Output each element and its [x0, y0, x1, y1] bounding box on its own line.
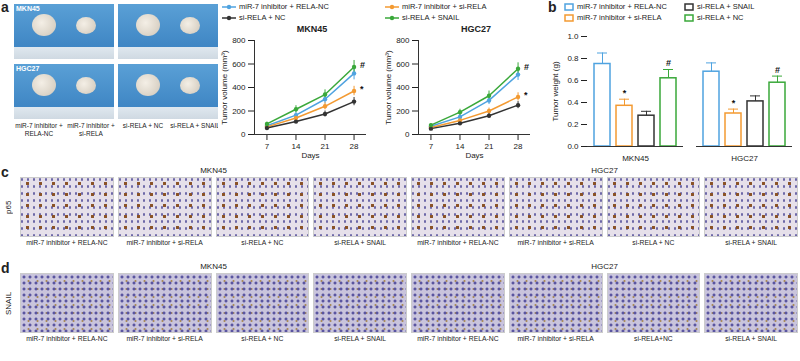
- svg-text:Days: Days: [301, 151, 319, 160]
- svg-text:800: 800: [232, 36, 246, 45]
- svg-text:#: #: [666, 58, 671, 68]
- html-text:MKN45: MKN45: [200, 262, 227, 271]
- svg-text:0.6: 0.6: [567, 76, 579, 85]
- html-text:miR-7 inhibitor + RELA-NC: miR-7 inhibitor + RELA-NC: [417, 335, 499, 342]
- html-text:HGC27: HGC27: [16, 65, 40, 72]
- svg-text:21: 21: [485, 142, 494, 151]
- html-text:si-RELA + SNAIL: si-RELA + SNAIL: [334, 335, 387, 342]
- svg-text:0.2: 0.2: [567, 120, 579, 129]
- svg-text:1.0: 1.0: [567, 32, 579, 41]
- svg-text:0.8: 0.8: [567, 54, 579, 63]
- html-text:si-RELA + NC: si-RELA + NC: [239, 13, 286, 22]
- html-text:si-RELA + SNAIL: si-RELA + SNAIL: [725, 335, 778, 342]
- svg-text:200: 200: [232, 107, 246, 116]
- svg-text:200: 200: [396, 107, 410, 116]
- html-text:si-RELA + NC: si-RELA + NC: [122, 122, 164, 129]
- html-text:miR-7 inhibitor + si-RELA: miR-7 inhibitor + si-RELA: [126, 335, 203, 342]
- svg-text:#: #: [775, 65, 780, 75]
- svg-text:21: 21: [321, 142, 330, 151]
- svg-text:14: 14: [292, 142, 301, 151]
- svg-text:600: 600: [396, 60, 410, 69]
- html-text:MKN45: MKN45: [200, 166, 227, 175]
- svg-text:#: #: [360, 60, 365, 70]
- svg-text:600: 600: [232, 60, 246, 69]
- html-text:MKN45: MKN45: [16, 5, 40, 12]
- svg-text:400: 400: [232, 83, 246, 92]
- html-text:miR-7 inhibitor + si-RELA: miR-7 inhibitor + si-RELA: [517, 239, 594, 246]
- svg-text:Tumor weight (g): Tumor weight (g): [551, 61, 560, 122]
- html-text:miR-7 inhibitor + RELA-NC: miR-7 inhibitor + RELA-NC: [417, 239, 499, 246]
- html-text:si-RELA+NC: si-RELA+NC: [634, 335, 673, 342]
- html-text:MKN45: MKN45: [296, 24, 328, 34]
- html-text:HGC27: HGC27: [591, 262, 618, 271]
- html-text:miR-7 inhibitor + RELA-NC: miR-7 inhibitor + RELA-NC: [26, 335, 108, 342]
- svg-text:7: 7: [429, 142, 434, 151]
- svg-text:0.0: 0.0: [567, 142, 579, 151]
- svg-text:*: *: [623, 88, 627, 98]
- svg-text:14: 14: [456, 142, 465, 151]
- html-text:miR-7 inhibitor + si-RELA: miR-7 inhibitor + si-RELA: [67, 122, 115, 137]
- svg-text:0: 0: [405, 130, 410, 139]
- html-text:miR-7 inhibitor + RELA-NC: miR-7 inhibitor + RELA-NC: [15, 122, 63, 137]
- html-text:d: d: [1, 260, 10, 276]
- html-text:p65: p65: [4, 200, 13, 214]
- svg-text:0.4: 0.4: [567, 98, 579, 107]
- html-text:HGC27: HGC27: [461, 24, 491, 34]
- svg-text:#: #: [524, 62, 529, 72]
- svg-text:400: 400: [396, 83, 410, 92]
- html-text:si-RELA + NC: si-RELA + NC: [632, 239, 675, 246]
- html-text:si-RELA + SNAIL: si-RELA + SNAIL: [334, 239, 387, 246]
- svg-text:*: *: [360, 84, 364, 94]
- html-text:a: a: [1, 0, 9, 15]
- html-text:miR-7 inhibitor + si-RELA: miR-7 inhibitor + si-RELA: [577, 13, 662, 22]
- html-text:si-RELA + SNAIL: si-RELA + SNAIL: [170, 122, 220, 129]
- svg-text:MKN45: MKN45: [622, 154, 649, 163]
- svg-text:0: 0: [241, 130, 246, 139]
- html-text:c: c: [1, 164, 9, 180]
- html-text:miR-7 inhibitor + si-RELA: miR-7 inhibitor + si-RELA: [402, 2, 487, 11]
- svg-text:Days: Days: [465, 151, 483, 160]
- html-text:SNAIL: SNAIL: [4, 291, 13, 315]
- svg-text:Tumor volume (mm³): Tumor volume (mm³): [220, 50, 229, 125]
- html-text:miR-7 inhibitor + RELA-NC: miR-7 inhibitor + RELA-NC: [577, 2, 667, 11]
- html-text:si-RELA + SNAIL: si-RELA + SNAIL: [402, 13, 460, 22]
- html-text:si-RELA + NC: si-RELA + NC: [241, 335, 284, 342]
- html-text:miR-7 inhibitor + si-RELA: miR-7 inhibitor + si-RELA: [517, 335, 594, 342]
- svg-text:800: 800: [396, 36, 410, 45]
- svg-text:7: 7: [265, 142, 270, 151]
- html-text:miR-7 inhibitor + si-RELA: miR-7 inhibitor + si-RELA: [126, 239, 203, 246]
- svg-text:28: 28: [350, 142, 359, 151]
- html-text:si-RELA + SNAIL: si-RELA + SNAIL: [697, 2, 755, 11]
- html-text:si-RELA + NC: si-RELA + NC: [241, 239, 284, 246]
- svg-text:HGC27: HGC27: [731, 154, 758, 163]
- html-text:HGC27: HGC27: [591, 166, 618, 175]
- html-text:miR-7 inhibitor + RELA-NC: miR-7 inhibitor + RELA-NC: [239, 2, 329, 11]
- svg-text:Tumor volume (mm³): Tumor volume (mm³): [384, 50, 393, 125]
- html-text:miR-7 inhibitor + RELA-NC: miR-7 inhibitor + RELA-NC: [26, 239, 108, 246]
- svg-text:*: *: [732, 98, 736, 108]
- svg-text:28: 28: [514, 142, 523, 151]
- html-text:si-RELA + SNAIL: si-RELA + SNAIL: [725, 239, 778, 246]
- html-text:b: b: [548, 0, 557, 15]
- svg-text:*: *: [524, 90, 528, 100]
- html-text:si-RELA + NC: si-RELA + NC: [697, 13, 744, 22]
